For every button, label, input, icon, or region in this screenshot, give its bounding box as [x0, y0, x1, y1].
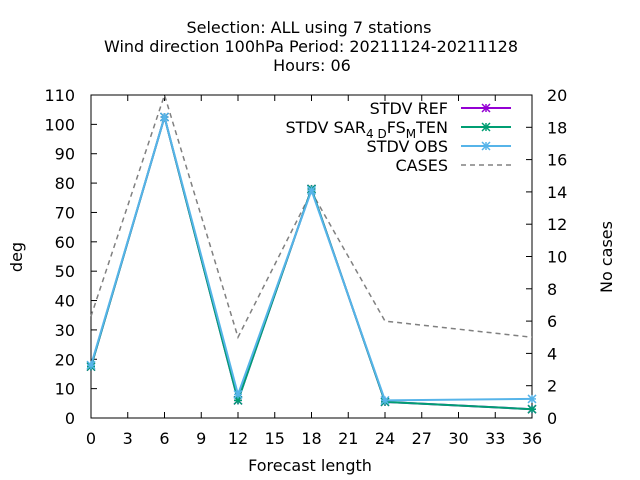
data-point-stdv-obs	[159, 112, 170, 122]
y2-tick-label: 20	[547, 86, 567, 105]
x-tick-label: 0	[86, 429, 96, 448]
title-line-1: Selection: ALL using 7 stations	[186, 18, 431, 37]
legend-marker-stdv-sar-4d-fs-m-ten	[481, 122, 491, 132]
legend-label-stdv-sar-mid: FS	[387, 118, 406, 137]
y2-axis-label: No cases	[597, 221, 616, 293]
y-tick-label: 90	[55, 145, 75, 164]
x-tick-label: 24	[375, 429, 395, 448]
legend-label-stdv-obs: STDV OBS	[367, 137, 448, 156]
x-tick-label: 21	[338, 429, 358, 448]
series-line-stdv-ref	[90, 113, 533, 411]
y-tick-label: 0	[65, 409, 75, 428]
y2-tick-label: 0	[547, 409, 557, 428]
y-tick-label: 40	[55, 292, 75, 311]
x-tick-label: 9	[196, 429, 206, 448]
x-tick-label: 33	[485, 429, 505, 448]
legend-marker-stdv-ref	[481, 103, 491, 113]
x-tick-label: 27	[412, 429, 432, 448]
x-tick-label: 15	[265, 429, 285, 448]
legend-marker-stdv-obs	[481, 141, 491, 151]
data-point-stdv-obs	[380, 395, 390, 405]
y-tick-label: 100	[44, 115, 75, 134]
y2-tick-label: 2	[547, 377, 557, 396]
data-point-stdv-sar-4d-fs-m-ten	[527, 404, 537, 414]
y-axis-label: deg	[7, 242, 26, 272]
y2-tick-label: 4	[547, 344, 557, 363]
x-tick-label: 18	[301, 429, 321, 448]
data-point-stdv-obs	[306, 185, 317, 195]
y2-tick-label: 12	[547, 215, 567, 234]
y-tick-label: 80	[55, 174, 75, 193]
x-tick-label: 30	[448, 429, 468, 448]
x-tick-label: 3	[123, 429, 133, 448]
data-point-stdv-obs	[233, 389, 243, 400]
y2-tick-label: 10	[547, 248, 567, 267]
x-tick-label: 36	[522, 429, 542, 448]
y2-tick-label: 14	[547, 183, 567, 202]
legend-label-stdv-sar-end: TEN	[415, 118, 448, 137]
y-tick-label: 30	[55, 321, 75, 340]
y-tick-label: 20	[55, 350, 75, 369]
series-line-cases	[90, 92, 533, 340]
data-point-stdv-obs	[86, 360, 96, 370]
chart-title: Selection: ALL using 7 stations Wind dir…	[104, 18, 518, 75]
y2-tick-label: 6	[547, 312, 557, 331]
title-line-3: Hours: 06	[273, 56, 351, 75]
legend-label-stdv-sar-main: STDV SAR	[285, 118, 366, 137]
legend-label-stdv-sar: STDV SAR4 DFSMTEN	[285, 118, 448, 141]
series-layer	[86, 92, 537, 414]
legend-label-stdv-sar-sub2: M	[406, 127, 416, 141]
title-line-2: Wind direction 100hPa Period: 20211124-2…	[104, 37, 518, 56]
y2-tick-label: 8	[547, 280, 557, 299]
legend: STDV REF STDV SAR4 DFSMTEN STDV OBS CASE…	[285, 99, 511, 175]
data-point-stdv-obs	[527, 394, 537, 404]
x-tick-label: 6	[159, 429, 169, 448]
y-tick-label: 60	[55, 233, 75, 252]
axes-layer: 0 3 6 9 12 15 18 21 24 27 30 33 36010203040506070809…	[44, 86, 567, 448]
series-line-stdv-sar-4d-fs-m-ten	[90, 113, 533, 411]
legend-label-stdv-sar-sub1: 4 D	[366, 127, 387, 141]
y2-tick-label: 16	[547, 151, 567, 170]
series-line-stdv-obs	[90, 113, 533, 402]
y-tick-label: 10	[55, 380, 75, 399]
x-axis-label: Forecast length	[248, 456, 372, 475]
y2-tick-label: 18	[547, 118, 567, 137]
x-tick-label: 12	[228, 429, 248, 448]
y-tick-label: 110	[44, 86, 75, 105]
legend-label-cases: CASES	[395, 156, 448, 175]
y-tick-label: 70	[55, 203, 75, 222]
y-tick-label: 50	[55, 262, 75, 281]
legend-label-stdv-ref: STDV REF	[370, 99, 448, 118]
